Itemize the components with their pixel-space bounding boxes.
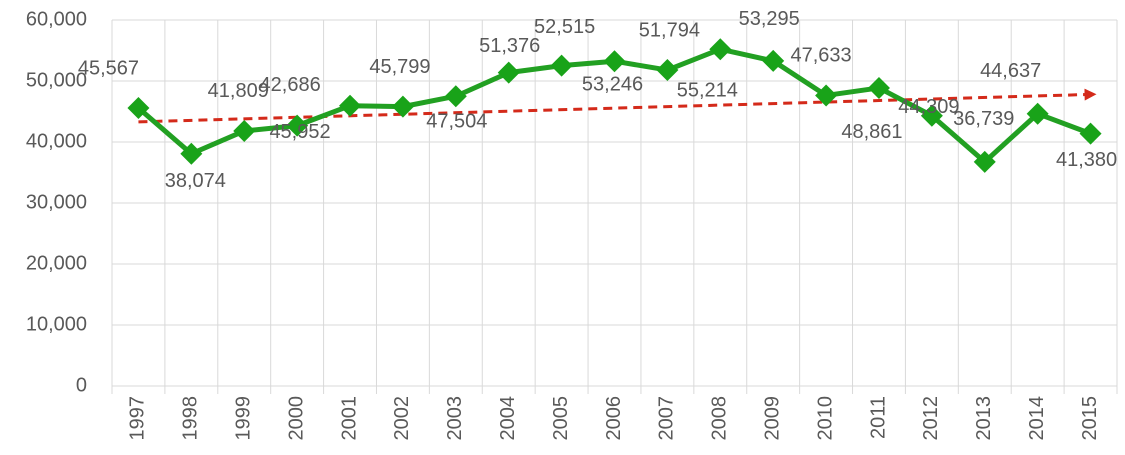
data-label: 47,504 <box>426 111 487 133</box>
marker <box>444 85 467 108</box>
x-tick-label: 2002 <box>391 396 413 441</box>
marker <box>127 97 150 120</box>
marker <box>550 54 573 77</box>
marker <box>973 150 996 173</box>
x-tick-label: 2009 <box>761 396 783 441</box>
x-tick-label: 1997 <box>127 396 149 441</box>
marker <box>762 49 785 72</box>
data-label: 52,515 <box>534 16 595 38</box>
x-tick-label: 2004 <box>497 396 519 441</box>
data-label: 51,794 <box>639 19 700 41</box>
data-label: 38,074 <box>165 170 226 192</box>
data-label: 45,567 <box>78 57 139 79</box>
marker <box>180 142 203 165</box>
x-tick-label: 2006 <box>603 396 625 441</box>
marker <box>867 76 890 99</box>
marker <box>603 50 626 73</box>
data-label: 41,809 <box>208 80 269 102</box>
y-tick-label: 10,000 <box>26 313 87 335</box>
x-tick-label: 2010 <box>814 396 836 441</box>
marker <box>339 94 362 117</box>
data-label: 47,633 <box>790 45 851 67</box>
x-tick-label: 1999 <box>233 396 255 441</box>
x-tick-label: 2001 <box>338 396 360 441</box>
data-label: 51,376 <box>479 35 540 57</box>
x-tick-label: 2008 <box>709 396 731 441</box>
x-tick-label: 2005 <box>550 396 572 441</box>
data-label: 44,637 <box>980 60 1041 82</box>
data-label: 55,214 <box>677 79 738 101</box>
data-label: 36,739 <box>953 108 1014 130</box>
marker <box>1026 102 1049 125</box>
x-tick-label: 2011 <box>867 396 889 439</box>
data-label: 45,952 <box>269 121 330 143</box>
y-tick-label: 60,000 <box>26 8 87 30</box>
marker <box>1079 122 1102 145</box>
data-label: 48,861 <box>841 121 902 143</box>
data-label: 53,246 <box>582 73 643 95</box>
marker <box>286 114 309 137</box>
marker <box>815 84 838 107</box>
marker <box>920 104 943 127</box>
y-tick-label: 0 <box>76 374 87 396</box>
data-label: 53,295 <box>739 8 800 30</box>
marker <box>656 59 679 82</box>
x-tick-label: 2007 <box>656 396 678 441</box>
marker <box>709 38 732 61</box>
x-tick-label: 1998 <box>180 396 202 441</box>
y-tick-label: 50,000 <box>26 69 87 91</box>
x-tick-label: 2000 <box>285 396 307 441</box>
data-label: 45,799 <box>369 56 430 78</box>
x-tick-label: 2003 <box>444 396 466 441</box>
y-tick-label: 30,000 <box>26 191 87 213</box>
x-tick-label: 2015 <box>1079 396 1101 441</box>
data-label: 44,309 <box>898 96 959 118</box>
marker <box>497 61 520 84</box>
x-tick-label: 2013 <box>973 396 995 441</box>
x-tick-label: 2014 <box>1026 396 1048 441</box>
data-label: 41,380 <box>1056 149 1117 171</box>
marker <box>391 95 414 118</box>
data-label: 42,686 <box>260 74 321 96</box>
x-tick-label: 2012 <box>920 396 942 441</box>
y-tick-label: 20,000 <box>26 252 87 274</box>
marker <box>233 119 256 142</box>
y-tick-label: 40,000 <box>26 130 87 152</box>
